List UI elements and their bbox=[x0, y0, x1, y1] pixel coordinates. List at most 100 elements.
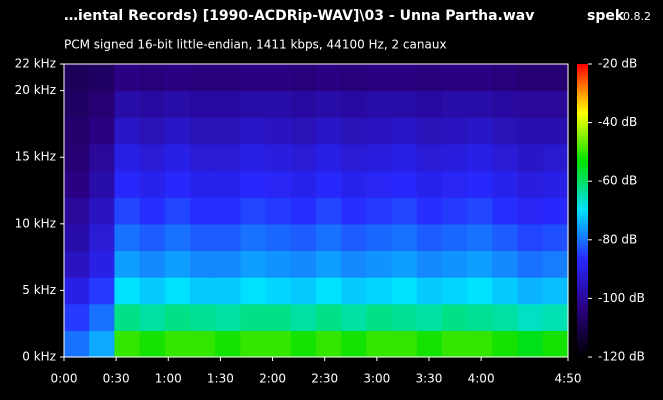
spectrogram-cell bbox=[164, 250, 191, 278]
spectrogram-cell bbox=[391, 197, 418, 225]
spectrogram-cell bbox=[542, 277, 569, 305]
spectrogram-cell bbox=[190, 143, 216, 172]
spectrogram-cell bbox=[190, 250, 216, 278]
spectrogram-cell bbox=[164, 117, 191, 145]
spectrogram-cell bbox=[492, 90, 519, 118]
color-tick-label: -80 dB bbox=[598, 232, 637, 246]
spectrogram-cell bbox=[366, 250, 393, 278]
spectrogram-cell bbox=[240, 90, 267, 118]
spectrogram-cell bbox=[114, 250, 141, 278]
spectrogram-cell bbox=[290, 250, 317, 278]
spectrogram-cell bbox=[114, 143, 141, 172]
color-tick-label: -120 dB bbox=[598, 350, 645, 364]
spectrogram-cell bbox=[89, 64, 115, 92]
spectrogram-cell bbox=[416, 197, 443, 225]
y-tick-label: 5 kHz bbox=[22, 283, 56, 297]
spectrogram-cell bbox=[290, 117, 317, 145]
spectrogram-cell bbox=[341, 223, 367, 252]
spectrogram-cell bbox=[64, 223, 90, 252]
spectrogram-cell bbox=[517, 303, 544, 331]
y-tick-label: 20 kHz bbox=[15, 83, 56, 97]
spectrogram-cell bbox=[164, 170, 191, 198]
x-tick-label: 2:00 bbox=[259, 372, 286, 386]
x-tick-label: 3:30 bbox=[415, 372, 442, 386]
spectrogram-cell bbox=[467, 170, 493, 198]
spectrogram-cell bbox=[442, 64, 468, 92]
x-tick-label: 4:50 bbox=[555, 372, 582, 386]
spectrogram-cell bbox=[492, 277, 519, 305]
app-version: 0.8.2 bbox=[623, 10, 651, 23]
spectrogram-cell bbox=[215, 223, 241, 252]
spectrogram-cell bbox=[265, 64, 292, 92]
spectrogram-cell bbox=[542, 250, 569, 278]
spectrogram-cell bbox=[542, 197, 569, 225]
spectrogram-cell bbox=[114, 330, 141, 358]
y-tick-label: 10 kHz bbox=[15, 216, 56, 230]
spectrogram-cell bbox=[341, 170, 367, 198]
spectrogram-cell bbox=[290, 64, 317, 92]
spectrogram-cell bbox=[467, 90, 493, 118]
spectrogram-cell bbox=[467, 277, 493, 305]
spectrogram-cell bbox=[467, 117, 493, 145]
spectrogram-cell bbox=[316, 117, 342, 145]
x-tick-label: 3:00 bbox=[363, 372, 390, 386]
spectrogram-cell bbox=[391, 90, 418, 118]
spectrogram-cell bbox=[341, 303, 367, 331]
spectrogram-cell bbox=[316, 223, 342, 252]
spectrogram-cell bbox=[265, 330, 292, 358]
spectrogram-cell bbox=[265, 117, 292, 145]
spectrogram-cell bbox=[542, 330, 569, 358]
spectrogram-cell bbox=[64, 277, 90, 305]
app-name: spek bbox=[587, 8, 625, 24]
spectrogram-cell bbox=[366, 277, 393, 305]
spectrogram-cell bbox=[517, 143, 544, 172]
spectrogram-cell bbox=[442, 90, 468, 118]
spectrogram-cell bbox=[366, 303, 393, 331]
spectrogram-cell bbox=[114, 90, 141, 118]
spectrogram-cell bbox=[442, 170, 468, 198]
spectrogram-cell bbox=[517, 117, 544, 145]
color-tick-label: -20 dB bbox=[598, 57, 637, 71]
x-tick-label: 1:30 bbox=[207, 372, 234, 386]
spectrogram-cell bbox=[114, 303, 141, 331]
spectrogram-cell bbox=[542, 143, 569, 172]
spectrogram-cell bbox=[366, 64, 393, 92]
spectrogram-cell bbox=[391, 143, 418, 172]
spectrogram-cell bbox=[341, 330, 367, 358]
spectrogram-cell bbox=[64, 64, 90, 92]
spectrogram-cell bbox=[89, 90, 115, 118]
spectrogram-cell bbox=[366, 330, 393, 358]
spectrogram-cell bbox=[442, 223, 468, 252]
spectrogram-cell bbox=[265, 277, 292, 305]
spectrogram-cell bbox=[265, 170, 292, 198]
spectrogram-cell bbox=[290, 303, 317, 331]
spectrogram-cell bbox=[366, 197, 393, 225]
spectrogram-cell bbox=[139, 250, 166, 278]
spectrogram-cell bbox=[215, 90, 241, 118]
spectrogram-cell bbox=[240, 330, 267, 358]
spectrogram-cell bbox=[290, 143, 317, 172]
spectrogram-cell bbox=[316, 277, 342, 305]
spectrogram-cell bbox=[341, 197, 367, 225]
spectrogram-cell bbox=[290, 277, 317, 305]
spectrogram-cell bbox=[416, 330, 443, 358]
spectrogram-cell bbox=[341, 143, 367, 172]
spectrogram-cell bbox=[240, 170, 267, 198]
spectrogram-cell bbox=[240, 223, 267, 252]
spectrogram-cell bbox=[366, 117, 393, 145]
plot-frame bbox=[63, 63, 569, 358]
spectrogram-cell bbox=[114, 277, 141, 305]
spectrogram-cell bbox=[164, 64, 191, 92]
spectrogram-cell bbox=[492, 250, 519, 278]
spectrogram-cell bbox=[265, 223, 292, 252]
color-tick-label: -100 dB bbox=[598, 291, 645, 305]
spectrogram-cell bbox=[139, 223, 166, 252]
spectrogram-cell bbox=[215, 277, 241, 305]
y-tick-label: 0 kHz bbox=[22, 350, 56, 364]
spectrogram-cell bbox=[467, 223, 493, 252]
spectrogram-cell bbox=[240, 197, 267, 225]
spectrogram-cell bbox=[139, 303, 166, 331]
spectrogram-cell bbox=[290, 197, 317, 225]
spectrogram-cell bbox=[190, 64, 216, 92]
spectrogram-cell bbox=[492, 223, 519, 252]
